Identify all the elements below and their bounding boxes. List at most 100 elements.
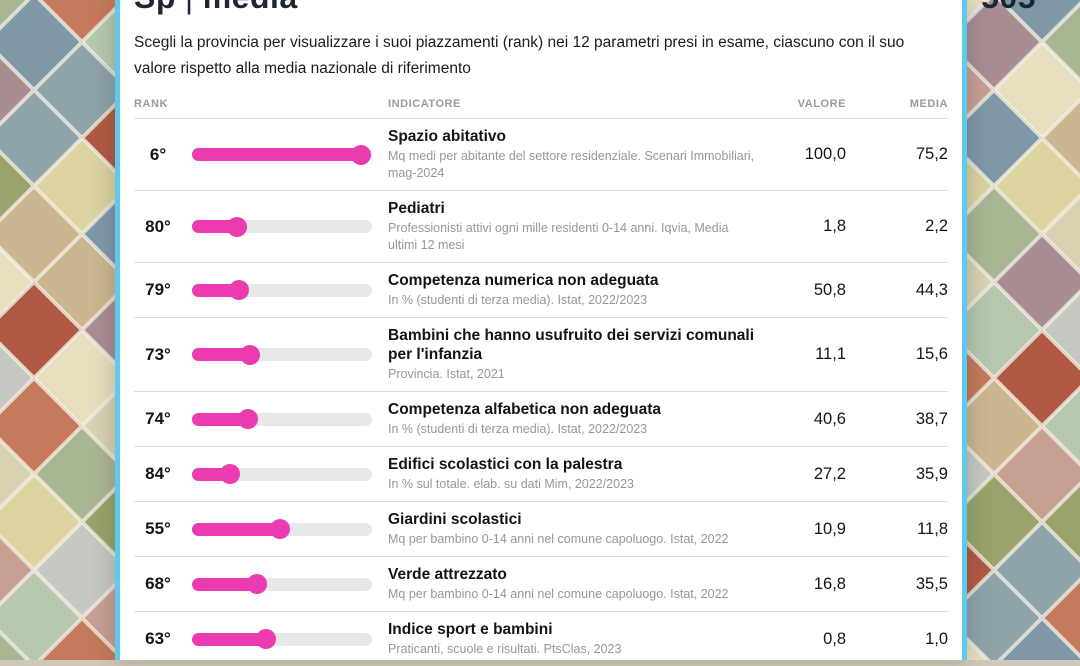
rank-bar-knob	[227, 216, 247, 237]
indicator-row: 55° Giardini scolastici Mq per bambino 0…	[134, 501, 948, 556]
rank-bar	[192, 519, 378, 539]
indicator-cell: Spazio abitativo Mq medi per abitante de…	[388, 127, 756, 182]
indicator-source: Mq per bambino 0-14 anni nel comune capo…	[388, 532, 729, 546]
indicator-source: In % (studenti di terza media). Istat, 2…	[388, 422, 648, 436]
indicator-title: Edifici scolastici con la palestra	[388, 456, 623, 473]
rank-bar	[192, 409, 378, 429]
indicator-list: 6° Spazio abitativo Mq medi per abitante…	[134, 118, 948, 666]
widget-panel: Scegli la provincia per visualizzare i s…	[115, 0, 967, 660]
rank-bar-track	[192, 464, 372, 484]
indicator-title: Verde attrezzato	[388, 566, 507, 583]
indicator-average: 1,0	[925, 629, 948, 648]
indicator-row: 84° Edifici scolastici con la palestra I…	[134, 446, 948, 501]
rank-bar-fill	[192, 220, 237, 233]
rank-bar-knob	[255, 629, 276, 649]
indicator-source: Praticanti, scuole e risultati. PtsClas,…	[388, 642, 622, 656]
rank-value: 73°	[145, 344, 171, 364]
indicator-value: 1,8	[823, 217, 846, 235]
indicator-row: 80° Pediatri Professionisti attivi ogni …	[134, 190, 948, 262]
indicator-row: 68° Verde attrezzato Mq per bambino 0-14…	[134, 556, 948, 611]
indicator-title: Pediatri	[388, 200, 445, 217]
rank-value: 80°	[145, 216, 171, 236]
rank-bar-track	[192, 409, 372, 429]
indicator-cell: Pediatri Professionisti attivi ogni mill…	[388, 199, 756, 254]
indicator-title: Competenza numerica non adeguata	[388, 272, 659, 289]
rank-value: 6°	[149, 144, 167, 164]
indicator-value: 11,1	[815, 345, 846, 363]
indicator-average: 15,6	[915, 345, 948, 363]
indicator-source: Provincia. Istat, 2021	[388, 367, 505, 381]
indicator-cell: Giardini scolastici Mq per bambino 0-14 …	[388, 510, 756, 548]
rank-bar-fill	[192, 348, 250, 361]
rank-bar-track	[192, 280, 372, 300]
rank-bar-knob	[270, 519, 291, 539]
column-header-spacer	[192, 98, 378, 110]
rank-bar	[192, 144, 378, 165]
indicator-average: 2,2	[925, 217, 948, 235]
indicator-cell: Edifici scolastici con la palestra In % …	[388, 455, 756, 493]
rank-bar-fill	[192, 412, 248, 426]
column-header-rank: RANK	[134, 98, 168, 110]
indicator-average: 35,9	[915, 464, 948, 483]
column-header-valore: VALORE	[797, 98, 846, 110]
rank-bar-knob	[239, 344, 260, 365]
rank-value: 84°	[145, 464, 171, 483]
rank-bar-track	[192, 216, 372, 237]
rank-bar	[192, 280, 378, 300]
rank-bar-track	[192, 344, 372, 365]
rank-value: 55°	[145, 519, 171, 538]
rank-bar-track	[192, 629, 372, 649]
indicator-average: 38,7	[915, 409, 948, 428]
indicator-average: 75,2	[915, 145, 948, 163]
indicator-row: 6° Spazio abitativo Mq medi per abitante…	[134, 118, 948, 190]
rank-bar-fill	[192, 522, 281, 536]
indicator-average: 35,5	[915, 574, 948, 593]
rank-value: 74°	[145, 409, 171, 428]
indicator-cell: Competenza alfabetica non adeguata In % …	[388, 400, 756, 438]
indicator-value: 0,8	[823, 629, 846, 648]
rank-bar	[192, 216, 378, 237]
indicator-source: In % sul totale. elab. su dati Mim, 2022…	[388, 477, 634, 491]
column-header-indicatore: INDICATORE	[388, 98, 461, 110]
intro-text: Scegli la provincia per visualizzare i s…	[134, 34, 905, 77]
rank-value: 79°	[145, 280, 171, 299]
indicator-value: 40,6	[813, 409, 846, 428]
indicator-cell: Competenza numerica non adeguata In % (s…	[388, 271, 756, 309]
indicator-value: 27,2	[813, 464, 846, 483]
rank-bar-knob	[219, 464, 240, 484]
indicator-row: 73° Bambini che hanno usufruito dei serv…	[134, 317, 948, 391]
rank-bar	[192, 464, 378, 484]
indicator-cell: Indice sport e bambini Praticanti, scuol…	[388, 620, 756, 658]
indicator-source: Mq medi per abitante del settore residen…	[388, 149, 755, 180]
indicator-title: Indice sport e bambini	[388, 621, 553, 638]
indicator-average: 44,3	[915, 280, 948, 299]
indicator-row: 74° Competenza alfabetica non adeguata I…	[134, 391, 948, 446]
indicator-cell: Verde attrezzato Mq per bambino 0-14 ann…	[388, 565, 756, 603]
indicator-title: Bambini che hanno usufruito dei servizi …	[388, 327, 755, 363]
indicator-value: 100,0	[804, 145, 846, 163]
rank-value: 63°	[145, 629, 171, 648]
rank-bar-track	[192, 519, 372, 539]
indicator-title: Giardini scolastici	[388, 511, 522, 528]
indicator-value: 10,9	[813, 519, 846, 538]
indicator-average: 11,8	[917, 519, 948, 538]
indicator-source: In % (studenti di terza media). Istat, 2…	[388, 293, 648, 307]
rank-bar	[192, 344, 378, 365]
indicator-row: 63° Indice sport e bambini Praticanti, s…	[134, 611, 948, 666]
column-header-media: MEDIA	[909, 98, 948, 110]
indicator-cell: Bambini che hanno usufruito dei servizi …	[388, 326, 756, 383]
rank-bar-track	[192, 144, 372, 165]
rank-bar-knob	[237, 409, 258, 429]
rank-bar-fill	[192, 632, 266, 646]
rank-bar	[192, 629, 378, 649]
rank-bar-fill	[192, 283, 239, 297]
rank-value: 68°	[145, 574, 171, 593]
rank-bar-knob	[228, 280, 249, 300]
indicator-value: 16,8	[813, 574, 846, 593]
indicator-value: 50,8	[813, 280, 846, 299]
rank-bar-knob	[246, 574, 267, 594]
rank-bar-fill	[192, 577, 257, 591]
indicator-title: Competenza alfabetica non adeguata	[388, 401, 662, 418]
indicator-title: Spazio abitativo	[388, 128, 506, 145]
column-headers: RANK INDICATORE VALORE MEDIA	[134, 98, 948, 118]
